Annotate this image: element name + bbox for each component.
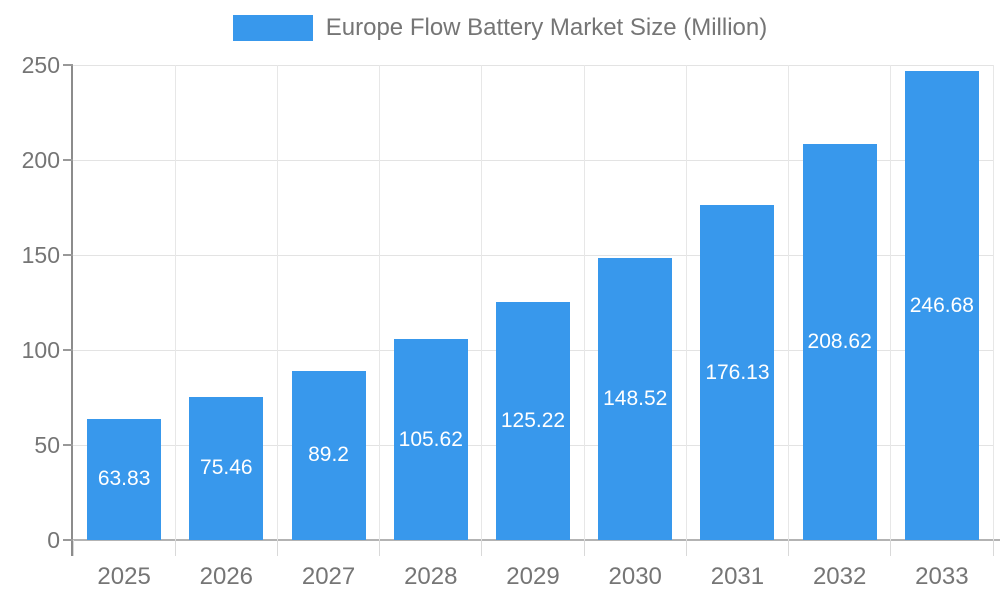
bar: 125.22	[496, 302, 570, 540]
x-axis-line	[65, 539, 1000, 541]
bar: 89.2	[291, 370, 366, 540]
x-axis-category-label: 2033	[915, 563, 969, 590]
y-axis-tick	[63, 159, 73, 161]
h-gridline	[73, 64, 993, 66]
v-gridline	[379, 65, 381, 540]
bar-value-label: 105.62	[398, 427, 463, 451]
h-gridline	[73, 254, 993, 256]
v-gridline	[481, 65, 483, 540]
bar: 208.62	[802, 143, 877, 540]
x-axis-tick	[276, 540, 278, 556]
y-axis-tick	[63, 64, 73, 66]
y-axis-tick-label: 150	[21, 242, 60, 268]
bar: 105.62	[393, 339, 468, 540]
legend-swatch-icon	[232, 15, 313, 41]
chart-legend[interactable]: Europe Flow Battery Market Size (Million…	[0, 14, 1000, 42]
x-axis-tick	[379, 540, 381, 556]
bar: 148.52	[598, 257, 673, 540]
v-gridline	[583, 65, 585, 540]
y-axis-tick	[63, 539, 73, 541]
x-axis-tick	[72, 540, 74, 556]
y-axis-tick	[63, 254, 73, 256]
v-gridline	[685, 65, 687, 540]
bar-value-label: 63.83	[97, 467, 151, 491]
bar-value-label: 148.52	[603, 386, 668, 410]
x-axis-tick	[788, 540, 790, 556]
plot-area: 63.83 75.46 89.2 105.62 125.22 148.52 176.13 20…	[73, 64, 994, 540]
bar-value-label: 246.68	[909, 293, 974, 317]
v-gridline	[890, 65, 892, 540]
bar: 75.46	[189, 396, 264, 540]
x-axis-category-label: 2027	[301, 563, 356, 590]
y-axis-tick	[63, 444, 73, 446]
v-gridline	[276, 65, 278, 540]
v-gridline	[174, 65, 176, 540]
bar-value-label: 75.46	[200, 456, 253, 480]
bar: 246.68	[904, 71, 979, 540]
x-axis-category-label: 2029	[506, 563, 560, 590]
bar-value-label: 125.22	[500, 409, 566, 433]
legend-label: Europe Flow Battery Market Size (Million…	[325, 14, 768, 41]
x-axis-category-label: 2032	[812, 563, 867, 590]
x-axis-tick	[992, 540, 994, 556]
y-axis-tick-label: 200	[21, 147, 60, 173]
y-axis-tick-label: 250	[21, 52, 60, 78]
h-gridline	[73, 159, 993, 161]
y-axis-tick-label: 100	[21, 337, 60, 363]
x-axis-category-label: 2025	[97, 563, 151, 590]
y-axis-tick-label: 50	[34, 432, 60, 458]
v-gridline	[788, 65, 790, 540]
x-axis-category-label: 2028	[404, 563, 458, 590]
y-axis-tick-label: 0	[47, 527, 60, 553]
x-axis-tick	[583, 540, 585, 556]
x-axis-tick	[481, 540, 483, 556]
bar-value-label: 176.13	[705, 360, 770, 384]
x-axis-tick	[890, 540, 892, 556]
bar: 63.83	[87, 418, 162, 540]
y-axis-line	[71, 65, 73, 556]
x-axis-tick	[174, 540, 176, 556]
x-axis-category-label: 2031	[710, 563, 765, 590]
v-gridline	[992, 65, 994, 540]
bar-value-label: 89.2	[308, 443, 349, 467]
x-axis-tick	[685, 540, 687, 556]
bar-value-label: 208.62	[807, 329, 872, 353]
y-axis-tick	[63, 349, 73, 351]
x-axis-category-label: 2026	[199, 563, 254, 590]
bar: 176.13	[700, 205, 775, 540]
x-axis-category-label: 2030	[608, 563, 662, 590]
